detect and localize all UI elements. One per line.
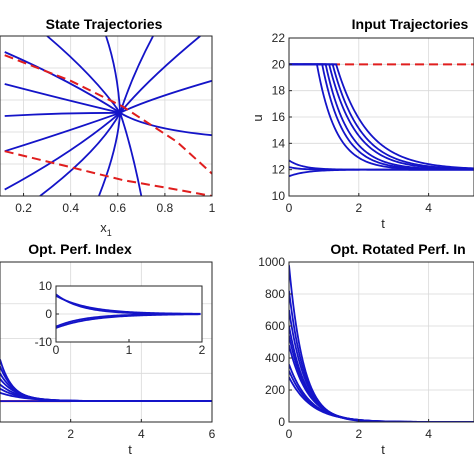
rotated-xtick-label-1: 2 [355, 427, 362, 441]
state-trajectory-10 [119, 36, 201, 114]
inset-xtick-label-1: 1 [126, 343, 133, 357]
rotated-axes-frame [288, 261, 474, 423]
rotated-ytick-label-0: 0 [278, 415, 285, 429]
state-trajectory-8 [119, 112, 212, 137]
state-trajectory-13 [46, 36, 121, 114]
state-trajectory-5 [39, 112, 121, 196]
perf-xlabel: t [128, 442, 132, 457]
rotated-curve-6 [289, 364, 474, 422]
state-trajectory-9 [119, 79, 212, 114]
inset-xtick-label-2: 2 [199, 343, 206, 357]
perf-xtick-label-0: 2 [67, 427, 74, 441]
state-xtick-label-3: 0.8 [157, 201, 174, 215]
perf-title: Opt. Perf. Index [28, 241, 132, 257]
state-trajectory-3 [4, 111, 121, 153]
state-trajectory-6 [98, 112, 122, 196]
rotated-title: Opt. Rotated Perf. In [330, 241, 465, 257]
input-ytick-label-1: 12 [272, 163, 286, 177]
rotated-xtick-label-0: 0 [286, 427, 293, 441]
input-ytick-label-6: 22 [272, 31, 286, 45]
input-ytick-label-5: 20 [272, 57, 286, 71]
input-converging-curve-2 [289, 166, 474, 171]
state-xtick-label-4: 1 [209, 201, 216, 215]
inset-xtick-label-0: 0 [53, 343, 60, 357]
input-converging-curve-1 [289, 168, 474, 178]
rotated-ytick-label-2: 400 [265, 351, 285, 365]
state-trajectory-0 [4, 51, 121, 114]
rotated-curve-5 [289, 344, 474, 422]
input-saturated-curve-5 [289, 63, 474, 170]
input-xtick-label-2: 4 [425, 201, 432, 215]
input-title: Input Trajectories [352, 16, 469, 32]
state-xtick-label-1: 0.4 [62, 201, 79, 215]
input-xtick-label-1: 2 [355, 201, 362, 215]
state-xtick-label-0: 0.2 [15, 201, 32, 215]
perf-xtick-label-2: 6 [209, 427, 216, 441]
perf-axes-frame [0, 261, 213, 423]
rotated-ytick-label-4: 800 [265, 287, 285, 301]
rotated-curve-2 [289, 309, 474, 422]
rotated-xlabel: t [381, 442, 385, 457]
state-trajectory-12 [105, 36, 122, 113]
state-reference-line-14 [4, 54, 212, 175]
perf-xtick-label-1: 4 [138, 427, 145, 441]
inset-curve-3 [56, 313, 201, 329]
input-ytick-label-3: 16 [272, 110, 286, 124]
perf-curve-1 [0, 365, 212, 403]
input-ytick-label-2: 14 [272, 136, 286, 150]
state-title: State Trajectories [46, 16, 163, 32]
input-xlabel: t [381, 216, 385, 231]
state-trajectory-1 [4, 83, 121, 114]
input-ytick-label-0: 10 [272, 189, 286, 203]
input-ytick-label-4: 18 [272, 84, 286, 98]
state-axes-frame [0, 35, 213, 197]
input-ylabel: u [250, 114, 265, 121]
inset-ytick-label-0: -10 [35, 335, 53, 349]
state-trajectory-7 [119, 112, 143, 196]
state-xlabel: x1 [100, 220, 112, 238]
rotated-perf-index-panel: Opt. Rotated Perf. In 0 2 4 0 200 400 600 800 10… [258, 241, 474, 457]
state-reference-line-15 [4, 150, 212, 196]
state-trajectory-2 [4, 111, 121, 117]
state-trajectories-panel: State Trajectories 0.2 0.4 0.6 0.8 1 x1 [0, 16, 216, 238]
perf-curve-0 [0, 359, 212, 403]
rotated-ytick-label-5: 1000 [258, 255, 285, 269]
input-trajectories-panel: Input Trajectories 0 2 4 10 12 14 16 18 20 22 t u [250, 16, 474, 231]
input-xtick-label-0: 0 [286, 201, 293, 215]
state-trajectory-4 [4, 112, 121, 191]
rotated-xtick-label-2: 4 [425, 427, 432, 441]
state-xtick-label-2: 0.6 [109, 201, 126, 215]
rotated-ytick-label-1: 200 [265, 383, 285, 397]
inset-ytick-label-2: 10 [39, 279, 53, 293]
rotated-ytick-label-3: 600 [265, 319, 285, 333]
inset-ytick-label-1: 0 [45, 307, 52, 321]
rotated-curve-7 [289, 370, 474, 422]
